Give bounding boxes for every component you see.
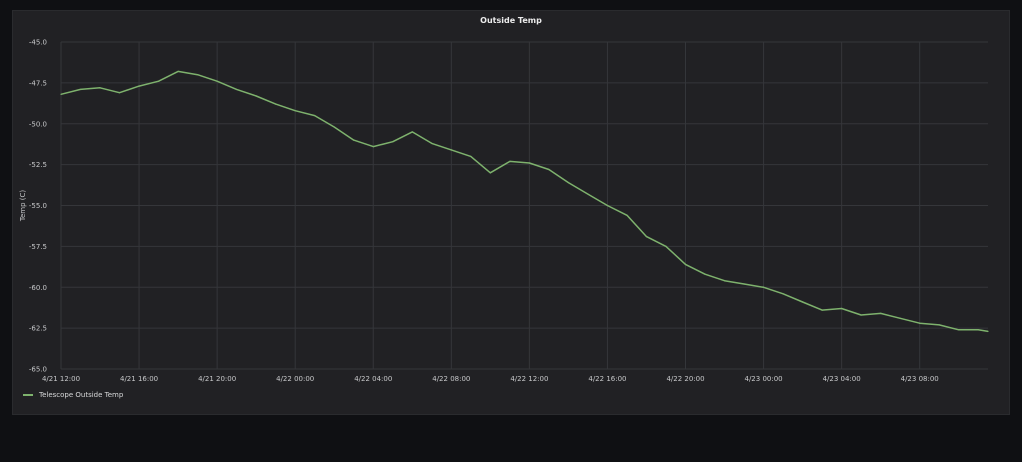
data-point	[665, 245, 667, 247]
data-point	[236, 88, 238, 91]
series-line	[60, 70, 989, 333]
y-tick-label: -55.0	[29, 202, 47, 210]
data-point	[411, 131, 413, 133]
y-tick-label: -65.0	[29, 366, 47, 374]
data-point	[528, 162, 530, 164]
data-point	[353, 139, 355, 141]
data-point	[841, 307, 843, 310]
data-point	[431, 142, 433, 144]
data-point	[60, 93, 62, 95]
x-tick-label: 4/22 16:00	[588, 375, 626, 383]
data-point	[548, 168, 550, 171]
data-point	[567, 182, 570, 184]
y-tick-label: -45.0	[29, 39, 47, 47]
data-point	[509, 160, 511, 162]
x-tick-label: 4/21 16:00	[120, 375, 158, 383]
data-point	[177, 70, 179, 73]
x-tick-label: 4/22 08:00	[432, 375, 470, 383]
data-point	[899, 317, 901, 319]
data-point	[450, 149, 452, 151]
data-point	[860, 314, 862, 316]
y-axis-label: Temp (C)	[19, 190, 27, 222]
data-point	[79, 88, 82, 91]
x-tick-label: 4/23 08:00	[901, 375, 939, 383]
y-tick-label: -52.5	[29, 161, 47, 169]
data-point	[392, 141, 394, 143]
data-point	[987, 330, 989, 332]
data-point	[275, 103, 277, 105]
data-point	[782, 293, 784, 295]
data-point	[372, 146, 374, 148]
data-point	[255, 95, 257, 97]
data-point	[645, 235, 648, 238]
y-tick-label: -50.0	[29, 120, 47, 128]
x-tick-label: 4/23 04:00	[823, 375, 861, 383]
x-tick-label: 4/22 04:00	[354, 375, 392, 383]
data-point	[157, 80, 160, 82]
data-point	[743, 283, 745, 285]
data-point	[118, 92, 121, 94]
data-point	[762, 286, 765, 288]
data-point	[333, 126, 335, 128]
data-point	[489, 172, 491, 174]
panel-title: Outside Temp	[480, 16, 542, 25]
line-chart: -45.0 -47.5 -50.0 -52.5 -55.0 -57.5 -60.0 -62.5…	[19, 39, 989, 383]
data-point	[294, 110, 296, 112]
data-point	[802, 301, 804, 303]
y-tick-label: -62.5	[29, 325, 47, 333]
data-point	[821, 309, 823, 311]
data-point	[197, 74, 199, 76]
legend-label: Telescope Outside Temp	[39, 391, 124, 399]
x-tick-label: 4/22 12:00	[510, 375, 548, 383]
data-point	[587, 193, 589, 195]
data-point	[977, 329, 979, 331]
x-tick-label: 4/22 00:00	[276, 375, 314, 383]
chart-panel: Outside Temp -45.0 -47.5 -50.0 -52.5 -55.0 -5…	[12, 10, 1010, 415]
data-point	[704, 273, 706, 275]
y-tick-label: -47.5	[29, 79, 47, 87]
data-point	[723, 280, 726, 282]
x-tick-label: 4/21 12:00	[42, 375, 80, 383]
legend[interactable]: Telescope Outside Temp	[23, 391, 123, 399]
data-point	[606, 204, 609, 207]
y-tick-label: -57.5	[29, 243, 47, 251]
legend-swatch	[23, 394, 33, 396]
x-tick-label: 4/22 20:00	[666, 375, 704, 383]
data-point	[216, 80, 218, 82]
data-point	[99, 87, 101, 89]
y-tick-label: -60.0	[29, 284, 47, 292]
data-point	[919, 322, 921, 324]
data-point	[626, 214, 628, 216]
data-point	[684, 263, 687, 265]
data-point	[138, 85, 140, 87]
data-point	[470, 155, 472, 158]
data-point	[880, 312, 882, 315]
data-point	[314, 114, 316, 117]
x-tick-label: 4/21 20:00	[198, 375, 236, 383]
data-point	[938, 324, 940, 326]
data-point	[958, 329, 960, 331]
x-tick-label: 4/23 00:00	[745, 375, 783, 383]
